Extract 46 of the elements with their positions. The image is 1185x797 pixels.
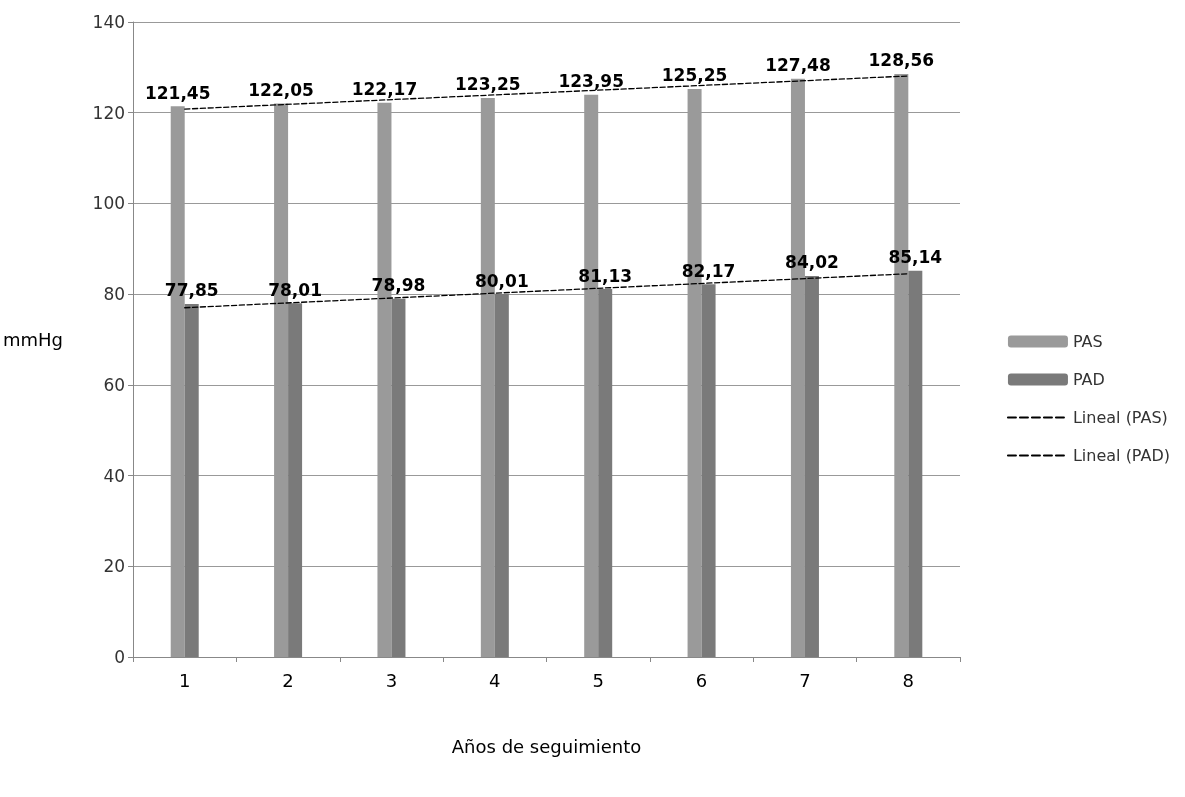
y-tick-label: 0: [114, 647, 126, 667]
bar: [598, 289, 613, 657]
legend-label: Lineal (PAS): [1072, 408, 1168, 427]
bar: [184, 303, 199, 657]
x-tick-label: 6: [695, 669, 708, 691]
legend-label: PAS: [1072, 332, 1103, 351]
y-tick-label: 20: [103, 556, 126, 577]
data-label: 77,85: [164, 280, 219, 301]
data-label: 82,17: [681, 260, 736, 281]
y-tick-label: 100: [92, 193, 126, 214]
x-tick-label: 5: [592, 669, 604, 691]
x-tick-label: 2: [282, 669, 294, 691]
data-label: 122,17: [351, 79, 418, 100]
x-tick-label: 1: [178, 669, 191, 691]
bar: [494, 294, 509, 657]
x-tick-label: 3: [385, 669, 398, 691]
bar: [908, 270, 923, 657]
data-label: 125,25: [661, 65, 728, 86]
bar: [391, 298, 406, 657]
data-label: 81,13: [578, 265, 633, 286]
y-tick-label: 80: [103, 284, 126, 305]
x-axis-title: Años de seguimiento: [451, 735, 642, 757]
data-label: 128,56: [868, 50, 935, 71]
bar: [804, 275, 819, 657]
data-label: 123,25: [455, 74, 521, 95]
y-tick-label: 120: [92, 102, 126, 123]
bar: [701, 284, 716, 657]
data-label: 122,05: [248, 79, 314, 100]
x-tick-label: 4: [489, 669, 501, 691]
y-tick-label: 40: [103, 465, 126, 486]
data-label: 127,48: [765, 55, 831, 76]
data-label: 78,01: [268, 279, 322, 300]
x-tick-label: 8: [902, 669, 915, 691]
data-label: 85,14: [888, 247, 943, 268]
x-tick-label: 7: [799, 669, 811, 691]
data-label: 80,01: [474, 270, 529, 291]
data-label: 121,45: [144, 82, 211, 103]
data-label: 78,98: [371, 275, 426, 296]
data-label: 123,95: [558, 71, 625, 92]
data-label: 84,02: [785, 252, 839, 273]
y-axis-title: mmHg: [3, 329, 64, 350]
legend-label: PAD: [1072, 370, 1105, 389]
legend-label: Lineal (PAD): [1072, 446, 1171, 465]
y-tick-label: 140: [92, 12, 126, 32]
bar: [288, 303, 303, 657]
y-tick-label: 60: [103, 374, 126, 395]
